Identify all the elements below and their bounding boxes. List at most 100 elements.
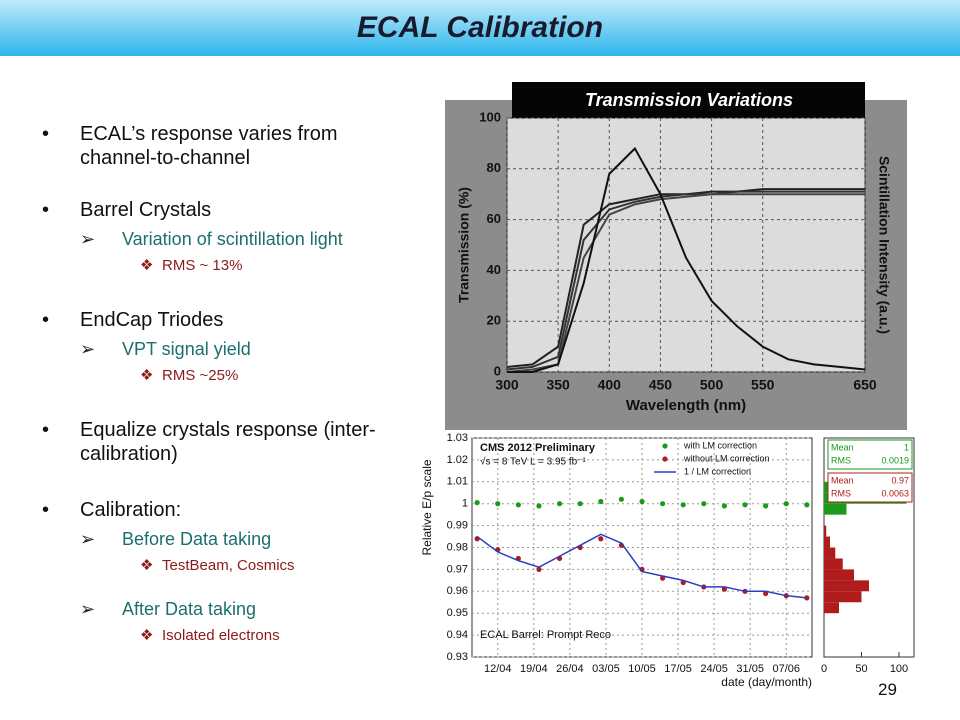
y-tick-label: 1.02 (447, 454, 468, 466)
x-tick-label: 24/05 (700, 663, 728, 675)
title-bar (512, 82, 865, 118)
histogram-bar (824, 525, 827, 537)
data-point (536, 566, 542, 572)
x-axis-label: Wavelength (nm) (626, 397, 746, 414)
bullet-text: RMS ~ 13% (162, 257, 243, 274)
bullet-text: After Data taking (122, 599, 257, 619)
stats-value: 0.0019 (881, 455, 909, 465)
x-tick-label: 450 (649, 377, 673, 393)
sub-sub-bullet: TestBeam, Cosmics (80, 556, 402, 576)
data-point (639, 498, 645, 505)
x-tick-label: 400 (598, 377, 622, 393)
data-point (721, 503, 728, 509)
slide-title: ECAL Calibration (356, 11, 604, 44)
x-tick-label: 10/05 (628, 663, 656, 675)
legend-swatch (662, 456, 668, 462)
bullet-text: Barrel Crystals (80, 199, 212, 221)
y-tick-label: 0.96 (447, 585, 468, 597)
transmission-chart: Transmission Variations 0 20 40 60 80 100 300 35… (445, 82, 907, 430)
histogram-bar (824, 503, 847, 515)
x-tick-label: 500 (700, 377, 724, 393)
stats-value: 0.0063 (881, 488, 909, 498)
sub-bullet: Before Data taking (80, 528, 402, 550)
stats-label: Mean (831, 475, 854, 485)
data-point (680, 502, 686, 508)
y-tick-label: 100 (479, 109, 501, 124)
bullet-text: Calibration: (80, 499, 182, 521)
series-line (506, 190, 865, 371)
chart-subtitle: √s = 8 TeV L = 3.95 fb⁻¹ (480, 456, 587, 468)
bullet-text: Isolated electrons (162, 627, 280, 644)
data-point (804, 502, 810, 508)
x-tick-label: 50 (855, 663, 867, 675)
y-tick-label: 1.01 (447, 476, 468, 488)
y-tick-label: 0.94 (447, 629, 468, 641)
data-point (804, 595, 810, 601)
bullet-text: RMS ~25% (162, 367, 239, 384)
stats-value: 1 (904, 442, 909, 452)
histogram-bar (824, 547, 836, 559)
sub-bullet: Variation of scintillation light (80, 228, 402, 250)
histogram-bar (824, 558, 843, 570)
sub-bullet: After Data taking (80, 598, 402, 620)
data-point (598, 536, 604, 542)
data-point (660, 501, 666, 507)
sub-sub-bullet: RMS ~ 13% (80, 256, 402, 276)
bullet-list: ECAL’s response varies from channel-to-c… (42, 122, 402, 660)
data-point (536, 503, 542, 509)
x-tick-label: 03/05 (592, 663, 620, 675)
x-tick-label: 650 (853, 377, 877, 393)
chart-title: Transmission Variations (585, 90, 793, 110)
y-tick-label: 0.99 (447, 520, 468, 532)
sub-bullet: VPT signal yield (80, 338, 402, 360)
chart-title: CMS 2012 Preliminary (480, 442, 596, 454)
histogram-chart: 0 50 100 Mean 1 RMS 0.0019 Mean 0.97 RMS 0.0063 (821, 437, 915, 675)
histogram-bar (824, 602, 839, 614)
legend-swatch (662, 443, 668, 449)
stats-label: RMS (831, 455, 851, 465)
legend-label: 1 / LM correction (684, 466, 751, 476)
sub-sub-bullet: RMS ~25% (80, 366, 402, 386)
bullet-text: TestBeam, Cosmics (162, 557, 295, 574)
x-tick-label: 07/06 (772, 663, 800, 675)
data-point (618, 496, 624, 502)
y-tick-label: 80 (487, 160, 501, 175)
data-point (701, 501, 707, 507)
bullet-text: EndCap Triodes (80, 309, 224, 331)
y2-axis-label: Scintillation Intensity (a.u.) (876, 156, 892, 334)
x-tick-label: 26/04 (556, 663, 584, 675)
legend-label: without LM correction (683, 453, 770, 463)
x-tick-label: 0 (821, 663, 827, 675)
y-tick-label: 60 (487, 211, 501, 226)
annotation: ECAL Barrel: Prompt Reco (480, 629, 611, 641)
series-line (476, 533, 807, 599)
y-tick-label: 0.93 (447, 651, 468, 663)
data-point (598, 498, 604, 505)
y-tick-label: 1.03 (447, 432, 468, 444)
bullet-text: Variation of scintillation light (122, 229, 343, 249)
page-number: 29 (878, 680, 897, 699)
data-point (783, 501, 789, 507)
histogram-bar (824, 580, 869, 592)
bullet: Calibration: Before Data taking TestBeam, … (42, 498, 402, 646)
x-tick-label: 17/05 (664, 663, 692, 675)
series-line (506, 193, 865, 373)
stats-value: 0.97 (891, 475, 909, 485)
y-tick-label: 0 (494, 363, 501, 378)
histogram-bar (824, 591, 862, 603)
x-tick-label: 300 (495, 377, 519, 393)
x-tick-label: 550 (751, 377, 775, 393)
stats-label: Mean (831, 442, 854, 452)
histogram-bar (824, 569, 854, 581)
sub-sub-bullet: Isolated electrons (80, 626, 402, 646)
bullet: ECAL’s response varies from channel-to-c… (42, 122, 402, 170)
data-point (515, 502, 521, 508)
y-tick-label: 1 (462, 498, 468, 510)
x-axis-label: date (day/month) (721, 675, 812, 689)
x-tick-label: 31/05 (736, 663, 764, 675)
stats-box (827, 472, 913, 503)
x-tick-label: 19/04 (520, 663, 548, 675)
x-tick-label: 350 (546, 377, 570, 393)
stats-box (827, 439, 913, 470)
stats-label: RMS (831, 488, 851, 498)
